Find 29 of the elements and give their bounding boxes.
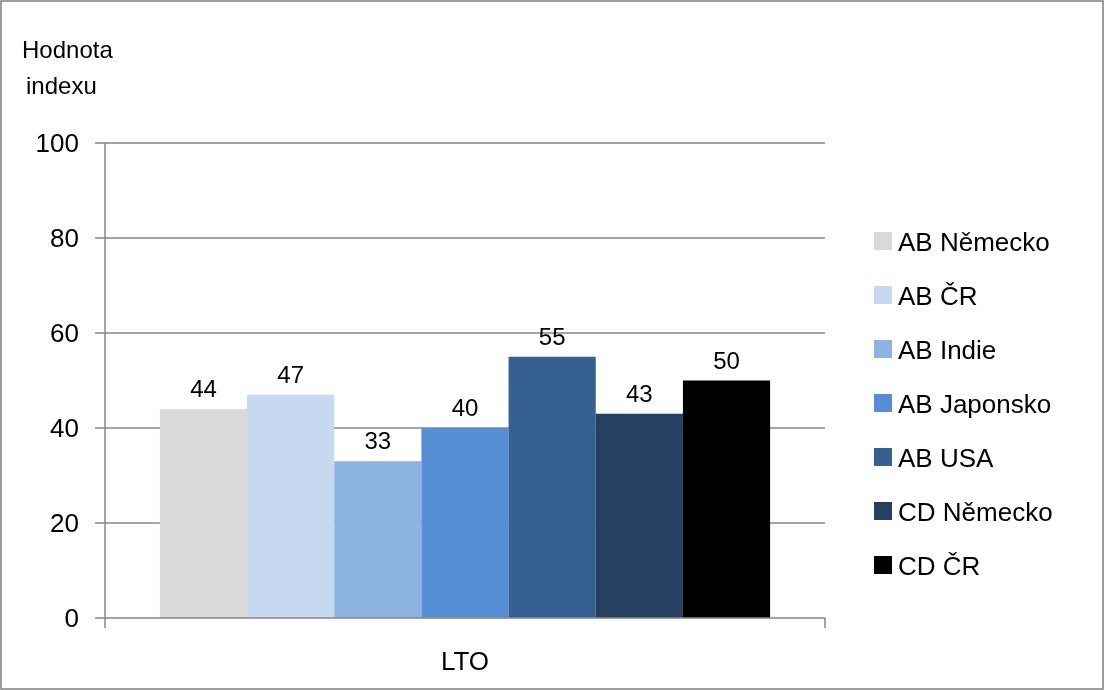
y-axis-title: Hodnota indexu	[22, 36, 114, 99]
legend-label: AB Německo	[898, 227, 1050, 257]
data-label: 50	[713, 346, 740, 374]
legend-label: AB ČR	[898, 281, 978, 311]
bar	[595, 413, 683, 618]
x-tick-label: LTO	[440, 646, 490, 676]
legend-label: CD ČR	[898, 551, 981, 581]
bar	[508, 356, 596, 618]
y-tick-label: 100	[35, 128, 79, 158]
data-label: 47	[277, 360, 305, 388]
y-tick-label: 40	[50, 413, 79, 443]
bar	[247, 394, 335, 618]
y-tick-label: 0	[64, 603, 79, 633]
bar	[159, 409, 248, 618]
data-label: 40	[451, 394, 479, 421]
y-tick-label: 20	[50, 508, 79, 538]
bar	[421, 428, 509, 618]
y-tick-label: 80	[50, 223, 79, 253]
legend-label: AB USA	[898, 443, 995, 473]
legend-label: AB Japonsko	[898, 389, 1052, 419]
bar	[334, 461, 422, 618]
data-label: 55	[538, 322, 566, 350]
data-label: 33	[364, 427, 392, 455]
data-label: 44	[190, 375, 217, 402]
data-label: 43	[625, 379, 653, 407]
legend-label: AB Indie	[898, 335, 997, 365]
bar	[682, 380, 771, 618]
legend-label: CD Německo	[898, 497, 1053, 527]
y-tick-label: 60	[50, 318, 79, 348]
